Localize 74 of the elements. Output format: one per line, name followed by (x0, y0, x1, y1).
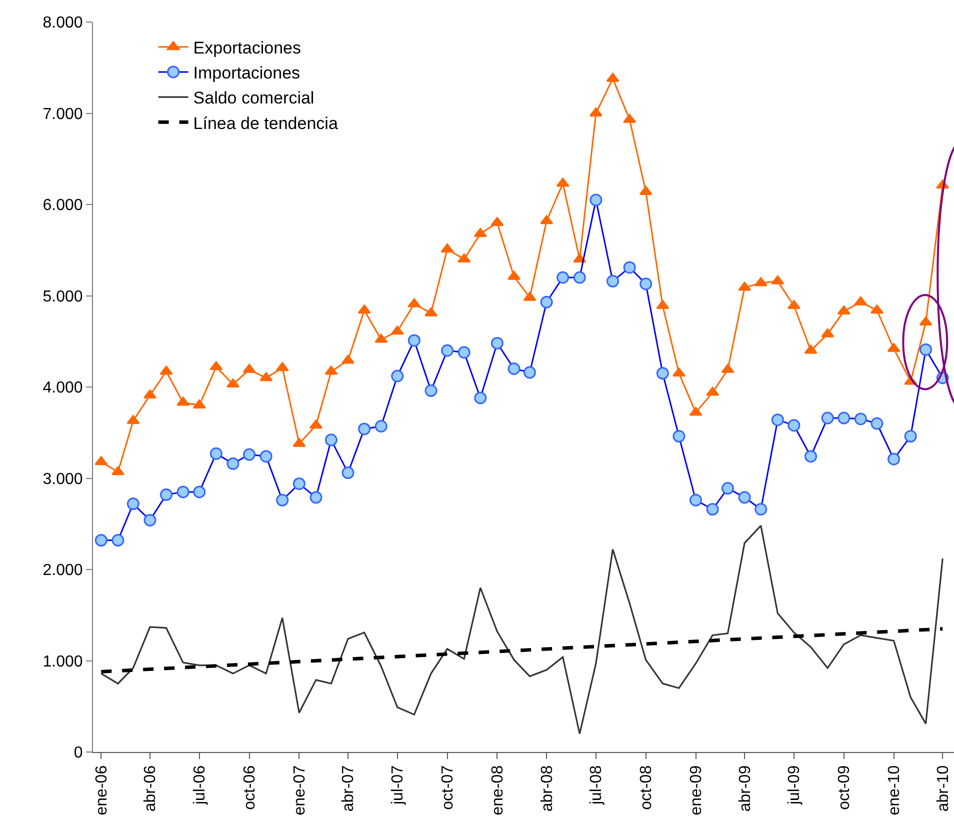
point (276, 362, 289, 372)
y-tick-label: 7.000 (42, 106, 83, 123)
x-tick-label: abr-06 (142, 765, 160, 812)
point (309, 420, 322, 429)
point (111, 466, 124, 476)
point (94, 456, 108, 466)
point (870, 304, 884, 314)
x-tick-label: abr-10 (934, 765, 952, 812)
point (706, 386, 720, 396)
point (408, 298, 421, 308)
point (176, 396, 190, 406)
point (260, 372, 273, 382)
x-tick-label: jul-08 (588, 765, 606, 806)
point (540, 215, 554, 224)
y-tick-label: 2.000 (42, 562, 83, 580)
point (721, 364, 734, 373)
x-tick-label: ene-06 (93, 765, 110, 816)
point (324, 366, 338, 375)
point (474, 228, 487, 237)
point (639, 186, 652, 195)
x-tick-label: oct-09 (836, 765, 854, 810)
point (160, 366, 173, 375)
point (837, 306, 850, 315)
point (143, 389, 156, 398)
point (374, 334, 388, 343)
point (606, 72, 620, 82)
point (887, 342, 900, 352)
point (390, 326, 404, 335)
point (804, 344, 818, 354)
point (242, 364, 256, 373)
point (440, 243, 454, 252)
x-tick-label: ene-08 (489, 765, 506, 816)
point (126, 415, 140, 424)
x-tick-label: oct-07 (439, 765, 456, 810)
line-series (100, 524, 944, 735)
point (919, 316, 932, 326)
point (672, 368, 686, 377)
point (226, 378, 240, 388)
point (689, 406, 702, 416)
x-tick-label: ene-09 (688, 765, 705, 816)
x-tick-label: jul-07 (390, 765, 407, 806)
y-tick-label: 8.000 (42, 14, 83, 32)
point (556, 178, 570, 187)
point (787, 300, 800, 310)
x-tick-label: jul-06 (192, 765, 209, 806)
point (210, 361, 223, 370)
x-tick-label: abr-08 (538, 765, 556, 812)
legend-label: Saldo comercial (193, 88, 314, 108)
x-tick-label: ene-10 (886, 765, 903, 816)
legend-label: Importaciones (193, 64, 300, 83)
x-tick-label: abr-09 (736, 765, 754, 812)
x-tick-label: ene-07 (291, 765, 308, 816)
x-tick-label: oct-06 (241, 765, 258, 810)
y-tick-label: 3.000 (42, 470, 83, 488)
point (754, 277, 768, 286)
y-tick-label: 4.000 (42, 380, 83, 397)
point (358, 304, 371, 314)
y-tick-label: 6.000 (42, 197, 83, 214)
y-tick-label: 1.000 (42, 653, 83, 670)
point (821, 328, 834, 338)
x-tick-label: oct-08 (638, 765, 656, 810)
point (292, 438, 306, 447)
point (523, 292, 536, 301)
point (738, 282, 752, 291)
legend-label: Exportaciones (193, 38, 302, 58)
y-tick-label: 5.000 (42, 288, 83, 306)
point (656, 300, 670, 310)
point (854, 296, 868, 306)
y-tick-label: 0 (74, 744, 83, 762)
x-tick-label: abr-07 (340, 765, 358, 812)
legend-label: Línea de tendencia (193, 114, 338, 133)
x-tick-label: jul-09 (786, 765, 804, 806)
point (623, 114, 636, 123)
point (771, 275, 784, 284)
